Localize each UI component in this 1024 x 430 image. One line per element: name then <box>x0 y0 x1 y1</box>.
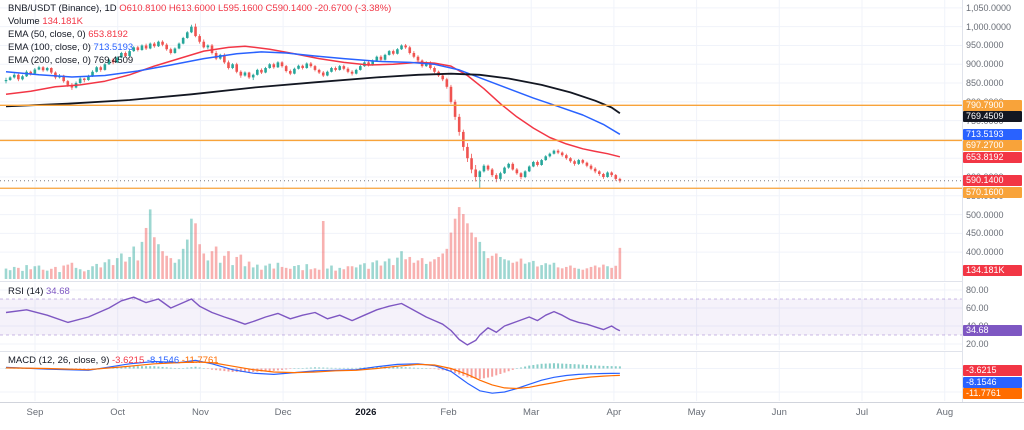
axis-label: 950.0000 <box>966 40 1004 51</box>
price-badge: 790.7900 <box>963 99 1022 111</box>
macd-line-value: -8.1546 <box>146 355 180 366</box>
ema200-legend-row[interactable]: EMA (200, close, 0) 769.4509 <box>8 55 391 66</box>
ohlc-values: O610.8100 H613.6000 L595.1600 C590.1400 … <box>119 3 392 14</box>
time-axis-label: Oct <box>110 407 126 418</box>
axis-label: 400.0000 <box>966 247 1004 258</box>
time-axis-label: Aug <box>936 407 954 418</box>
pane-separator[interactable] <box>0 351 962 352</box>
price-badge: 653.8192 <box>963 151 1022 163</box>
volume-bars-group <box>4 207 622 279</box>
time-axis-label: 2026 <box>355 407 377 418</box>
macd-badge: -11.7761 <box>963 388 1022 400</box>
axis-label: 1,000.0000 <box>966 21 1012 32</box>
price-badge: 713.5193 <box>963 128 1022 140</box>
rsi-band <box>0 299 962 335</box>
macd-signal-line <box>5 361 620 390</box>
rsi-legend-value: 34.68 <box>46 286 70 297</box>
price-badge: 769.4509 <box>963 111 1022 123</box>
volume-legend-row[interactable]: Volume 134.181K <box>8 16 391 27</box>
month-gridlines <box>34 352 946 401</box>
macd-pane-canvas[interactable] <box>0 352 962 401</box>
price-badge: 590.1400 <box>963 175 1022 187</box>
price-badge: 570.1600 <box>963 186 1022 198</box>
price-badge: 697.2700 <box>963 140 1022 152</box>
month-gridlines <box>34 283 946 350</box>
time-axis-label: Jul <box>855 407 869 418</box>
ema50-line <box>5 45 621 158</box>
symbol-title[interactable]: BNB/USDT (Binance), 1D <box>8 3 117 14</box>
ema50-legend-label: EMA (50, close, 0) <box>8 29 86 40</box>
time-axis-label: Dec <box>274 407 292 418</box>
macd-line <box>5 359 620 394</box>
rsi-legend[interactable]: RSI (14) 34.68 <box>8 286 70 297</box>
volume-badge: 134.181K <box>963 264 1022 276</box>
macd-badge: -3.6215 <box>963 365 1022 377</box>
rsi-line <box>5 296 621 346</box>
time-axis-label: Mar <box>523 407 540 418</box>
time-axis-label: Nov <box>191 407 209 418</box>
ema100-legend-row[interactable]: EMA (100, close, 0) 713.5193 <box>8 42 391 53</box>
axis-label: 450.0000 <box>966 228 1004 239</box>
time-axis-label: Jun <box>771 407 787 418</box>
time-axis-label: May <box>687 407 706 418</box>
axis-label: 500.0000 <box>966 209 1004 220</box>
ema100-legend-value: 713.5193 <box>93 42 134 53</box>
ema200-legend-value: 769.4509 <box>93 55 134 66</box>
price-axis-border <box>962 0 963 402</box>
pane-separator[interactable] <box>0 281 962 282</box>
axis-label: 900.0000 <box>966 59 1004 70</box>
macd-signal-value: -11.7761 <box>181 355 219 366</box>
axis-label: 60.00 <box>966 303 989 313</box>
axis-label: 850.0000 <box>966 78 1004 89</box>
rsi-badge: 34.68 <box>963 325 1022 337</box>
volume-legend-value: 134.181K <box>42 16 84 27</box>
macd-badge: -8.1546 <box>963 376 1022 388</box>
price-pane-canvas[interactable] <box>0 0 962 281</box>
axis-label: 20.00 <box>966 339 989 349</box>
ema100-line <box>5 51 621 135</box>
macd-legend-label: MACD (12, 26, close, 9) <box>8 355 110 366</box>
axis-label: 1,050.0000 <box>966 2 1012 13</box>
ema100-legend-label: EMA (100, close, 0) <box>8 42 91 53</box>
ema50-legend-row[interactable]: EMA (50, close, 0) 653.8192 <box>8 29 391 40</box>
volume-legend-label: Volume <box>8 16 40 27</box>
symbol-legend-row[interactable]: BNB/USDT (Binance), 1D O610.8100 H613.60… <box>8 3 391 14</box>
axis-label: 80.00 <box>966 285 989 295</box>
rsi-legend-label: RSI (14) <box>8 286 44 297</box>
macd-legend[interactable]: MACD (12, 26, close, 9) -3.6215 -8.1546 … <box>8 355 219 366</box>
ema200-line <box>5 72 621 115</box>
time-axis[interactable]: Sep Oct Nov Dec 2026 Feb Mar Apr May Jun Jul Aug <box>0 402 1024 430</box>
price-gridlines <box>0 7 962 253</box>
time-axis-label: Feb <box>440 407 457 418</box>
time-axis-label: Apr <box>606 407 622 418</box>
time-axis-label: Sep <box>26 407 44 418</box>
main-legend: BNB/USDT (Binance), 1D O610.8100 H613.60… <box>8 3 391 68</box>
rsi-pane-canvas[interactable] <box>0 283 962 350</box>
ema50-legend-value: 653.8192 <box>88 29 128 40</box>
macd-hist-value: -3.6215 <box>112 355 145 366</box>
ema200-legend-label: EMA (200, close, 0) <box>8 55 91 66</box>
